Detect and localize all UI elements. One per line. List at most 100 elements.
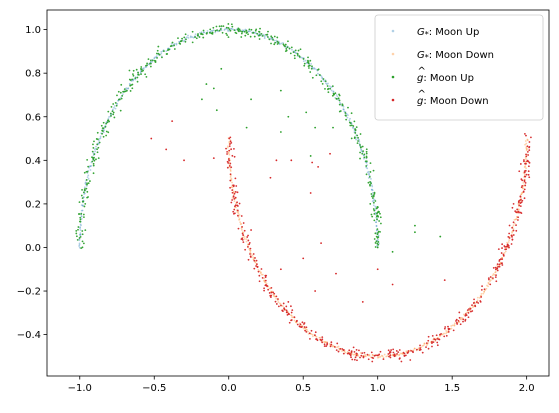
point bbox=[371, 200, 374, 203]
point bbox=[525, 147, 528, 150]
point bbox=[440, 332, 442, 335]
point bbox=[286, 46, 289, 49]
point bbox=[158, 53, 161, 56]
point bbox=[310, 62, 313, 65]
point bbox=[349, 117, 351, 120]
point bbox=[342, 352, 345, 355]
point bbox=[325, 82, 327, 85]
point bbox=[80, 215, 83, 217]
point bbox=[354, 128, 357, 131]
point bbox=[511, 238, 514, 241]
point bbox=[276, 36, 279, 39]
axes-frame bbox=[46, 9, 550, 377]
point bbox=[348, 119, 351, 122]
point bbox=[407, 350, 410, 352]
point bbox=[303, 62, 306, 65]
point bbox=[80, 212, 83, 215]
point bbox=[513, 218, 516, 221]
point bbox=[381, 355, 384, 358]
point bbox=[230, 148, 233, 151]
point bbox=[247, 234, 249, 237]
point bbox=[419, 344, 421, 347]
point bbox=[261, 35, 264, 37]
point bbox=[184, 33, 187, 36]
point bbox=[361, 152, 364, 155]
point bbox=[240, 32, 243, 35]
point bbox=[85, 187, 88, 190]
point bbox=[255, 28, 258, 31]
point bbox=[403, 352, 406, 355]
point bbox=[487, 277, 490, 280]
point bbox=[353, 350, 356, 353]
point bbox=[511, 231, 513, 234]
point bbox=[279, 303, 282, 306]
point bbox=[252, 253, 255, 255]
x-tick-label: 0.0 bbox=[221, 383, 237, 394]
point bbox=[308, 332, 311, 335]
point bbox=[474, 304, 477, 307]
point bbox=[235, 185, 238, 187]
point bbox=[373, 238, 376, 240]
point bbox=[265, 283, 267, 286]
point bbox=[290, 314, 293, 317]
point bbox=[515, 224, 517, 227]
point bbox=[297, 49, 300, 52]
point bbox=[296, 52, 299, 55]
point bbox=[379, 216, 382, 219]
point bbox=[120, 83, 123, 86]
point bbox=[337, 97, 340, 100]
point bbox=[372, 357, 375, 360]
point bbox=[313, 334, 316, 337]
point bbox=[372, 199, 375, 202]
point bbox=[229, 140, 232, 143]
point bbox=[325, 345, 328, 348]
series-2 bbox=[75, 23, 442, 253]
point bbox=[279, 268, 282, 271]
point bbox=[86, 159, 89, 161]
point bbox=[291, 316, 293, 319]
point bbox=[397, 351, 400, 354]
point bbox=[248, 241, 251, 244]
point bbox=[236, 209, 239, 212]
point bbox=[354, 132, 357, 134]
point bbox=[523, 173, 526, 176]
x-tick-label: 2.0 bbox=[519, 383, 535, 394]
point bbox=[311, 65, 313, 68]
point bbox=[101, 127, 104, 130]
point bbox=[382, 356, 385, 359]
point bbox=[132, 78, 135, 81]
point bbox=[264, 281, 267, 284]
point bbox=[411, 350, 414, 353]
point bbox=[256, 263, 258, 266]
point bbox=[487, 285, 489, 288]
point bbox=[234, 204, 237, 207]
point bbox=[201, 98, 203, 101]
point bbox=[482, 292, 485, 295]
point bbox=[280, 42, 283, 45]
point bbox=[202, 29, 205, 32]
point bbox=[271, 36, 274, 39]
point bbox=[287, 312, 290, 315]
point bbox=[367, 181, 370, 184]
point bbox=[329, 152, 331, 155]
point bbox=[278, 302, 281, 305]
point bbox=[321, 83, 324, 85]
point bbox=[520, 201, 523, 204]
point bbox=[355, 138, 357, 141]
point bbox=[322, 78, 325, 80]
point bbox=[366, 171, 369, 174]
point bbox=[523, 160, 525, 163]
point bbox=[241, 238, 244, 241]
point bbox=[512, 203, 515, 205]
point bbox=[243, 235, 246, 238]
point bbox=[112, 111, 115, 114]
point bbox=[370, 193, 373, 195]
point bbox=[337, 350, 340, 353]
point bbox=[467, 316, 470, 319]
point bbox=[110, 105, 113, 108]
point bbox=[395, 350, 398, 352]
point bbox=[366, 167, 369, 170]
point bbox=[422, 344, 425, 347]
point bbox=[249, 249, 252, 252]
point bbox=[389, 354, 392, 357]
